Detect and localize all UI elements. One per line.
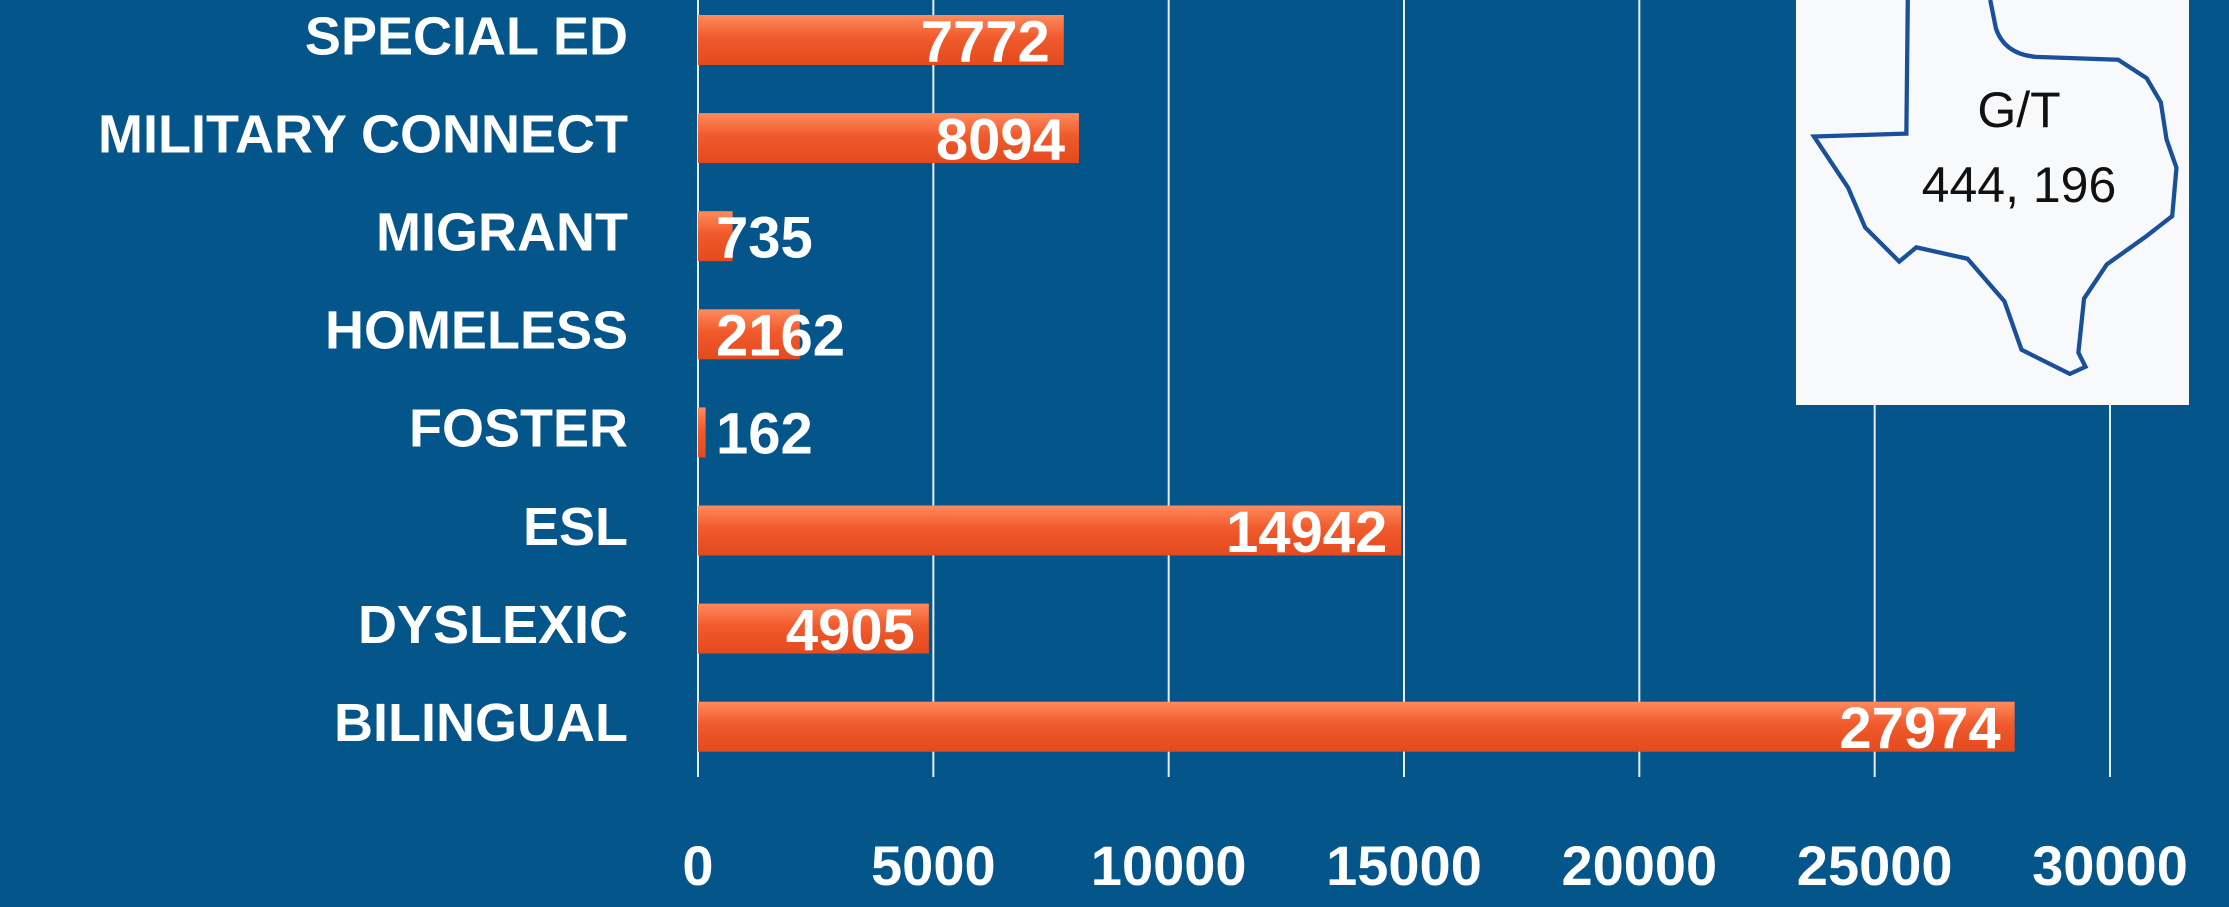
bar bbox=[698, 407, 706, 458]
bar bbox=[698, 309, 800, 360]
data-label: 2162 bbox=[716, 304, 845, 369]
x-tick-label: 20000 bbox=[1561, 834, 1717, 897]
bar bbox=[698, 505, 1402, 556]
y-tick-label: MILITARY CONNECT bbox=[98, 104, 628, 164]
data-label: 7772 bbox=[921, 9, 1050, 74]
bar bbox=[698, 15, 1064, 65]
y-tick-label: ESL bbox=[523, 497, 628, 557]
y-tick-label: FOSTER bbox=[409, 399, 628, 459]
y-tick-label: MIGRANT bbox=[376, 202, 628, 262]
y-tick-label: DYSLEXIC bbox=[358, 595, 628, 655]
inset: G/T 444, 196 bbox=[1796, 0, 2189, 405]
texas-outline bbox=[1810, 0, 2179, 377]
annotation: G/T bbox=[1977, 82, 2060, 138]
data-label: 14942 bbox=[1226, 500, 1387, 565]
bar bbox=[698, 603, 929, 654]
bar bbox=[698, 701, 2015, 752]
x-tick-label: 25000 bbox=[1797, 834, 1953, 897]
data-label: 27974 bbox=[1839, 696, 2000, 761]
inset-box bbox=[1796, 0, 2189, 405]
bar bbox=[698, 113, 1079, 164]
y-tick-label: HOMELESS bbox=[325, 301, 628, 361]
y-tick-label: SPECIAL ED bbox=[305, 6, 628, 66]
data-label: 4905 bbox=[786, 598, 915, 663]
x-tick-label: 30000 bbox=[2032, 834, 2188, 897]
annotation: 444, 196 bbox=[1922, 157, 2117, 213]
x-tick-label: 0 bbox=[682, 834, 713, 897]
data-label: 162 bbox=[716, 402, 813, 467]
y-tick-label: BILINGUAL bbox=[334, 693, 628, 753]
x-tick-label: 15000 bbox=[1326, 834, 1482, 897]
data-label: 8094 bbox=[936, 107, 1065, 172]
x-tick-label: 10000 bbox=[1091, 834, 1247, 897]
bar bbox=[698, 211, 733, 262]
data-label: 735 bbox=[716, 206, 813, 271]
x-tick-label: 5000 bbox=[871, 834, 996, 897]
